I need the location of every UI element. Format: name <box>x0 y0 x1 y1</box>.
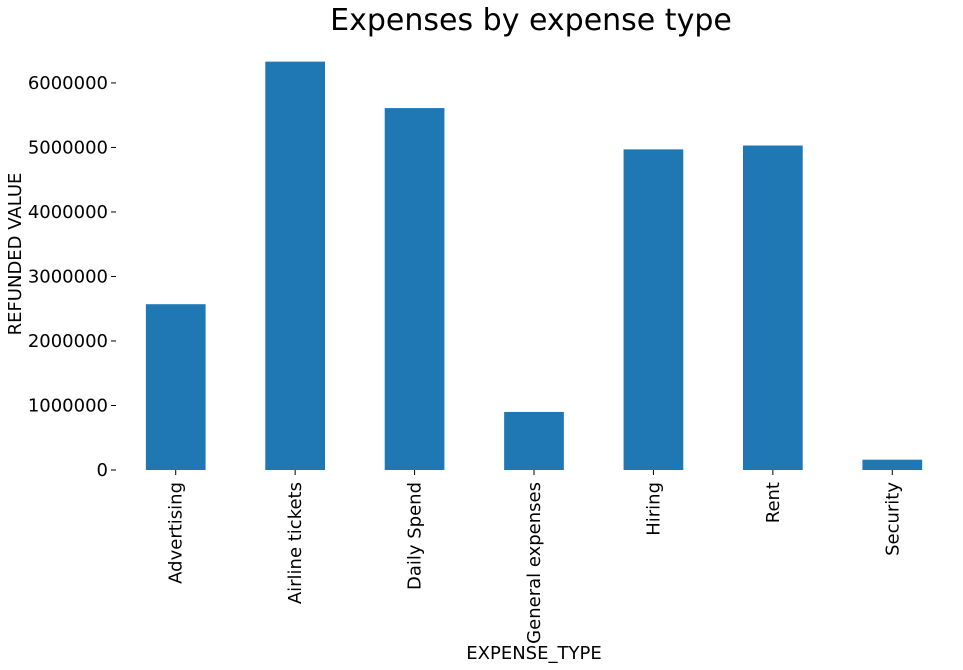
bars-group <box>145 61 923 470</box>
y-tick-label: 4000000 <box>28 202 108 223</box>
y-axis-label: REFUNDED VALUE <box>5 173 26 336</box>
x-tick-label: Daily Spend <box>405 482 426 590</box>
x-tick-label: General expenses <box>524 482 545 644</box>
y-tick-label: 2000000 <box>28 331 108 352</box>
y-tick-label: 1000000 <box>28 395 108 416</box>
x-tick-label: Advertising <box>166 482 187 584</box>
x-tick-label: Hiring <box>643 482 664 536</box>
bar-rent <box>743 145 803 470</box>
y-axis: 0 1000000 2000000 3000000 4000000 5000000 6000… <box>28 73 116 481</box>
x-tick-label: Security <box>882 482 903 556</box>
y-tick-label: 5000000 <box>28 137 108 158</box>
bar-general-expenses <box>504 411 564 470</box>
x-axis: Advertising Airline tickets Daily Spend Gen… <box>166 470 903 644</box>
x-axis-label: EXPENSE_TYPE <box>466 643 601 664</box>
chart-title: Expenses by expense type <box>330 3 732 38</box>
x-tick-label: Rent <box>763 482 784 523</box>
bar-airline-tickets <box>265 61 325 470</box>
y-tick-label: 6000000 <box>28 73 108 94</box>
bar-advertising <box>145 304 206 470</box>
y-tick-label: 3000000 <box>28 266 108 287</box>
bar-security <box>862 459 923 470</box>
x-tick-label: Airline tickets <box>285 482 306 604</box>
bar-hiring <box>623 149 684 470</box>
y-tick-label: 0 <box>97 460 108 481</box>
bar-daily-spend <box>384 108 445 470</box>
